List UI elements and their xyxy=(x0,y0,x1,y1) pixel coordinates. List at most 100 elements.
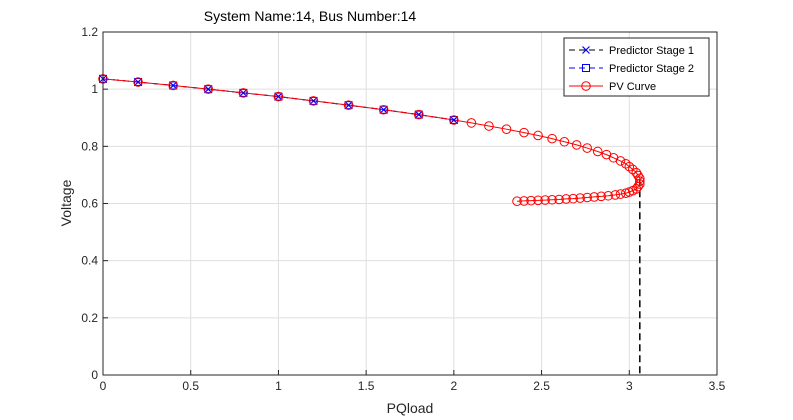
pv-curve-point xyxy=(540,195,550,205)
y-tick-label: 0.6 xyxy=(81,197,98,211)
x-marker-stroke xyxy=(414,110,423,119)
legend: Predictor Stage 1 Predictor Stage 2 PV C… xyxy=(563,37,710,97)
predictor-stage-1-point xyxy=(274,92,283,101)
x-tick-label: 2.5 xyxy=(533,379,550,393)
pv-curve-point xyxy=(596,191,607,202)
pv-curve-point xyxy=(203,84,214,94)
predictor-stage-2-point xyxy=(414,110,423,119)
predictor-stage-2-point xyxy=(169,81,178,90)
legend-x-marker xyxy=(582,46,590,54)
legend-label-predictor-stage-1: Predictor Stage 1 xyxy=(609,45,694,57)
pv-curve-point xyxy=(610,190,621,200)
predictor-stage-2-point xyxy=(239,88,248,97)
pv-curve-point xyxy=(484,121,494,131)
pv-curve-point xyxy=(308,96,319,106)
pv-curve-point xyxy=(413,109,424,120)
legend-marker-circle xyxy=(581,81,591,91)
x-tick-label: 2 xyxy=(451,379,458,393)
pv-curve-point xyxy=(582,192,592,203)
predictor-stage-2-point xyxy=(274,92,283,101)
predictor-stage-2-point xyxy=(379,105,388,114)
y-tick-label: 1 xyxy=(91,82,98,96)
x-marker-stroke xyxy=(239,88,248,97)
pv-curve-point xyxy=(512,196,522,207)
pv-curve-point xyxy=(624,161,635,172)
legend-marker-x xyxy=(582,46,590,54)
pv-curve-point xyxy=(238,88,249,98)
pv-curve-point xyxy=(343,100,354,110)
pv-curve-point xyxy=(635,179,645,189)
predictor-stage-1-point xyxy=(134,78,143,86)
x-marker-stroke xyxy=(344,101,353,110)
pv-curve-point xyxy=(519,196,529,206)
pv-curve-point xyxy=(635,176,645,187)
x-tick-label: 3 xyxy=(626,379,633,393)
y-tick-label: 1.2 xyxy=(81,25,98,39)
x-tick-label: 0.5 xyxy=(182,379,199,393)
pv-curve-point xyxy=(466,118,477,128)
predictor-stage-2-point xyxy=(344,101,353,110)
pv-curve-point xyxy=(620,158,631,169)
pv-curve-point xyxy=(559,136,570,147)
pv-curve-point xyxy=(519,127,529,138)
y-tick-label: 0.4 xyxy=(81,254,98,268)
pv-curve-point xyxy=(449,115,459,125)
pv-curve-point xyxy=(631,167,642,178)
pv-curve-point xyxy=(547,133,557,144)
pv-curve-point xyxy=(168,80,178,91)
pv-curve-point xyxy=(571,140,582,150)
x-tick-label: 1 xyxy=(275,379,282,393)
predictor-stage-2-point xyxy=(449,116,458,125)
predictor-stage-2-point xyxy=(134,78,143,87)
pv-curve-point xyxy=(568,193,578,204)
predictor-stage-2-point xyxy=(204,85,213,94)
legend-circle-marker xyxy=(581,81,591,91)
legend-marker-square xyxy=(582,64,590,72)
y-tick-label: 0.2 xyxy=(81,311,98,325)
pv-curve-point xyxy=(547,194,557,205)
pv-curve-point xyxy=(378,104,389,115)
pv-curve-point xyxy=(554,194,564,205)
pv-curve-point xyxy=(589,192,600,202)
legend-label-predictor-stage-2: Predictor Stage 2 xyxy=(609,63,694,75)
pv-curve-point xyxy=(533,130,543,141)
x-marker-stroke xyxy=(169,81,178,90)
pv-curve-point xyxy=(133,77,143,87)
pv-curve-point xyxy=(592,146,603,157)
x-tick-label: 3.5 xyxy=(709,379,726,393)
legend-square-marker xyxy=(582,64,590,72)
pv-curve-point xyxy=(603,190,614,201)
pv-curve-point xyxy=(501,124,512,134)
pv-curve-point xyxy=(582,143,592,153)
y-axis-label: Voltage xyxy=(58,179,74,226)
predictor-stage-1-point xyxy=(239,88,248,97)
x-marker-stroke xyxy=(134,78,143,86)
predictor-stage-1-point xyxy=(414,110,423,119)
x-marker-stroke xyxy=(274,92,283,101)
pv-curve-point xyxy=(533,195,543,206)
legend-label-pv-curve: PV Curve xyxy=(609,81,656,93)
predictor-stage-1-point xyxy=(309,96,318,105)
predictor-stage-2-point xyxy=(309,96,318,105)
x-marker-stroke xyxy=(379,105,388,114)
predictor-stage-1-point xyxy=(379,105,388,114)
x-tick-label: 1.5 xyxy=(358,379,375,393)
predictor-stage-1-point xyxy=(449,116,458,124)
x-marker-stroke xyxy=(204,85,213,94)
pv-curve-point xyxy=(273,91,284,102)
x-marker-stroke xyxy=(582,46,590,54)
predictor-stage-1-point xyxy=(344,101,353,110)
predictor-stage-1-point xyxy=(204,85,213,94)
legend-entry-predictor-stage-1: Predictor Stage 1 xyxy=(569,45,694,57)
x-tick-label: 0 xyxy=(100,379,107,393)
legend-entry-predictor-stage-2: Predictor Stage 2 xyxy=(569,63,694,75)
pv-curve-point xyxy=(615,189,626,199)
pv-curve-point xyxy=(615,156,626,166)
legend-entry-pv-curve: PV Curve xyxy=(569,81,656,93)
y-tick-label: 0.8 xyxy=(81,139,98,153)
series-layer xyxy=(98,74,645,375)
x-marker-stroke xyxy=(449,116,458,124)
pv-curve-point xyxy=(561,194,571,204)
y-tick-label: 0 xyxy=(91,368,98,382)
pv-curve-point xyxy=(627,164,638,175)
